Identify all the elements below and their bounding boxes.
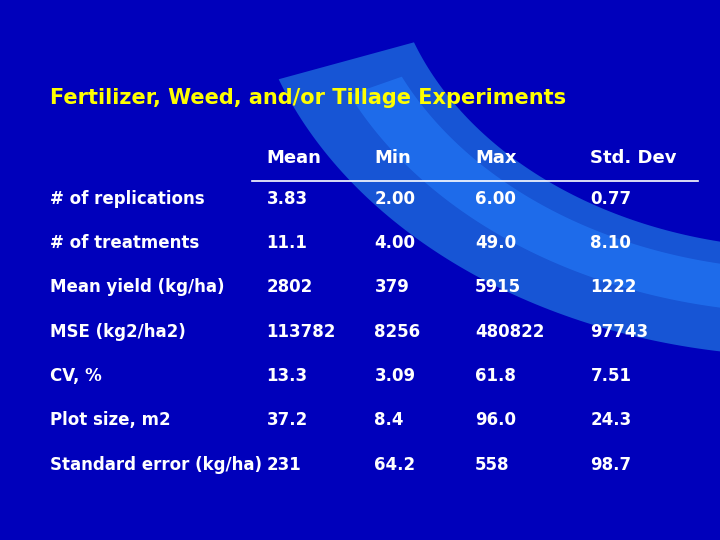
Text: Plot size, m2: Plot size, m2 [50,411,171,429]
Text: 113782: 113782 [266,323,336,341]
Text: 24.3: 24.3 [590,411,631,429]
Text: 231: 231 [266,456,301,474]
Text: 97743: 97743 [590,323,649,341]
Text: Std. Dev: Std. Dev [590,150,677,167]
Text: 3.83: 3.83 [266,190,307,208]
Text: # of replications: # of replications [50,190,205,208]
Text: Mean: Mean [266,150,321,167]
Text: Mean yield (kg/ha): Mean yield (kg/ha) [50,279,225,296]
Text: 379: 379 [374,279,409,296]
Text: Min: Min [374,150,411,167]
Text: 3.09: 3.09 [374,367,415,385]
Text: 49.0: 49.0 [475,234,516,252]
Text: 61.8: 61.8 [475,367,516,385]
Text: 4.00: 4.00 [374,234,415,252]
Text: 98.7: 98.7 [590,456,631,474]
Text: 37.2: 37.2 [266,411,307,429]
Text: Fertilizer, Weed, and/or Tillage Experiments: Fertilizer, Weed, and/or Tillage Experim… [50,88,567,108]
Text: 7.51: 7.51 [590,367,631,385]
Text: 6.00: 6.00 [475,190,516,208]
Text: 558: 558 [475,456,510,474]
Text: MSE (kg2/ha2): MSE (kg2/ha2) [50,323,186,341]
Text: 96.0: 96.0 [475,411,516,429]
Text: 2802: 2802 [266,279,312,296]
PathPatch shape [279,42,720,356]
Text: CV, %: CV, % [50,367,102,385]
Text: 5915: 5915 [475,279,521,296]
Text: 1222: 1222 [590,279,636,296]
Text: 8.4: 8.4 [374,411,404,429]
Text: 64.2: 64.2 [374,456,415,474]
Text: 8256: 8256 [374,323,420,341]
Text: 13.3: 13.3 [266,367,307,385]
Text: 0.77: 0.77 [590,190,631,208]
Text: Standard error (kg/ha): Standard error (kg/ha) [50,456,262,474]
Text: 11.1: 11.1 [266,234,307,252]
PathPatch shape [350,77,720,313]
Text: 2.00: 2.00 [374,190,415,208]
Text: 8.10: 8.10 [590,234,631,252]
Text: # of treatments: # of treatments [50,234,199,252]
Text: 480822: 480822 [475,323,544,341]
Text: Max: Max [475,150,517,167]
